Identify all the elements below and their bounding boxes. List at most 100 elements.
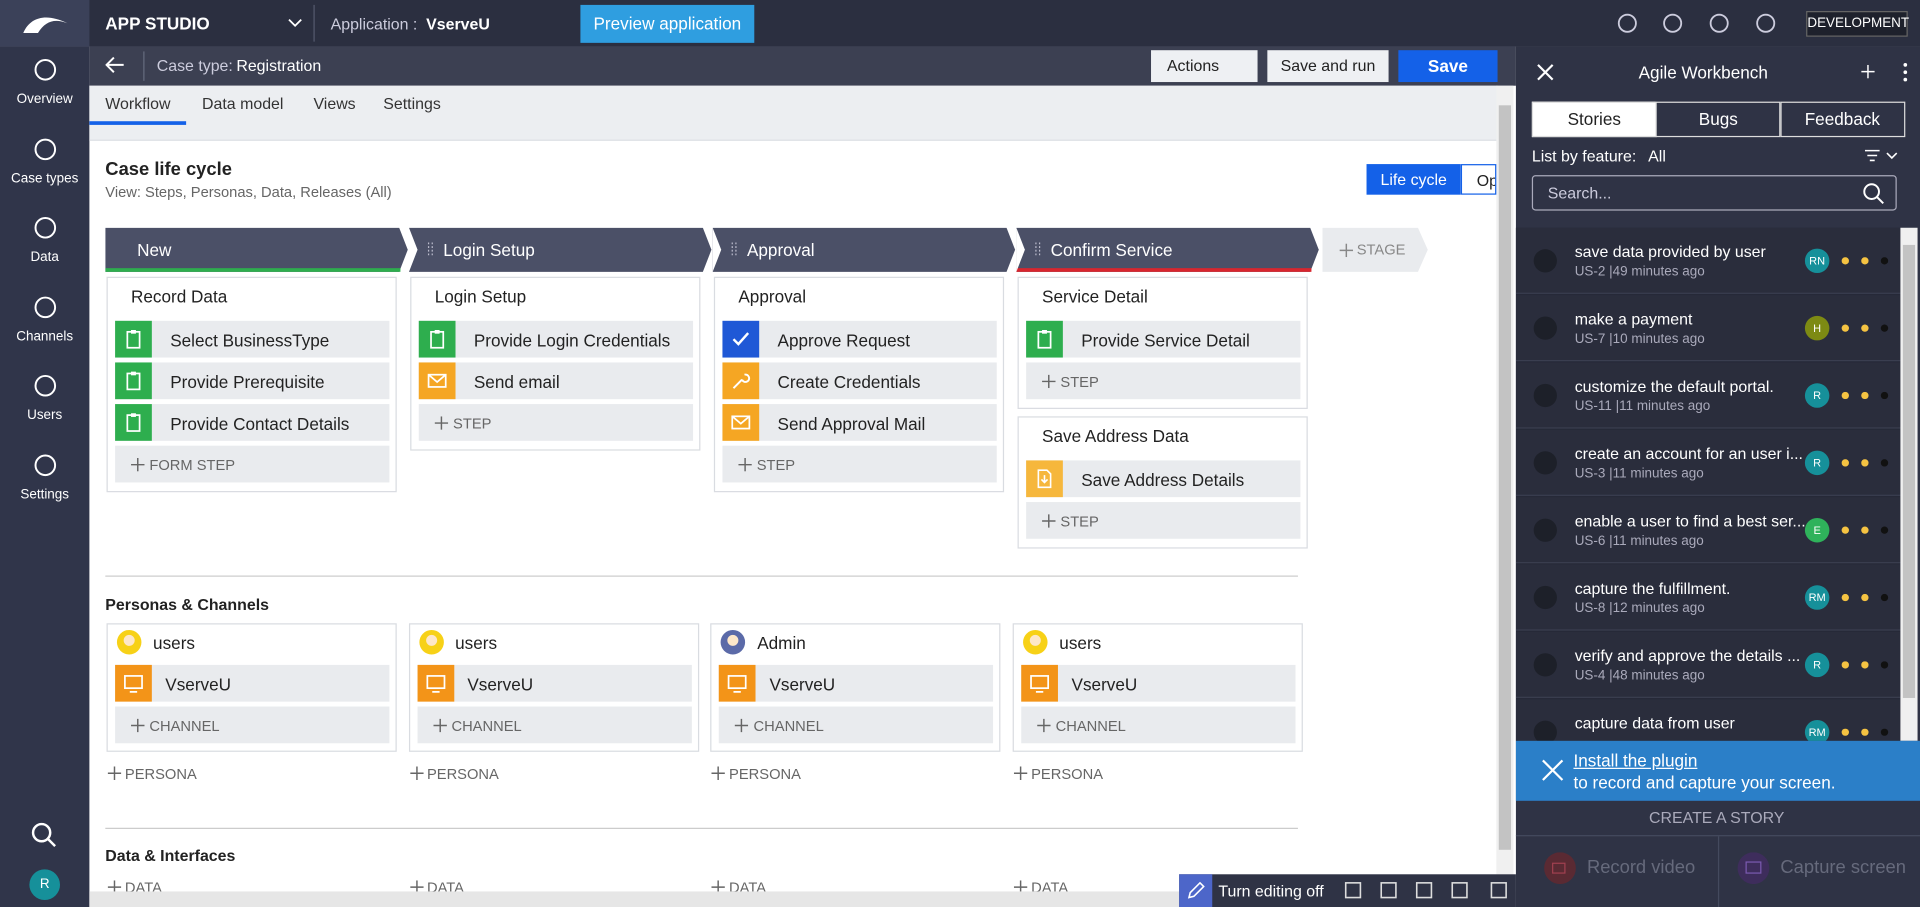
add-step[interactable]: STEP	[1026, 502, 1301, 539]
plugin-link[interactable]: Install the plugin	[1573, 750, 1698, 771]
tab[interactable]: Workflow	[105, 94, 171, 113]
toggle-lifecycle[interactable]: Life cycle	[1366, 164, 1461, 195]
top-icon	[1663, 13, 1683, 33]
add-persona[interactable]: PERSONA	[729, 765, 801, 783]
save-button[interactable]: Save	[1398, 50, 1498, 83]
tab[interactable]: Data model	[202, 94, 284, 113]
create-story[interactable]: CREATE A STORY	[1649, 808, 1785, 827]
step[interactable]: Send Approval Mail	[722, 404, 997, 441]
story-item[interactable]: capture the fulfillment. US-8 |12 minutes…	[1515, 564, 1901, 631]
story-item[interactable]: customize the default portal. US-11 |11 m…	[1515, 362, 1901, 429]
toolbar-icon	[1344, 882, 1362, 899]
process-name[interactable]: Service Detail	[1042, 286, 1148, 307]
stage-name[interactable]: New	[137, 240, 172, 260]
step-label: Send Approval Mail	[777, 413, 926, 434]
stage-name[interactable]: Login Setup	[443, 240, 535, 260]
add-stage[interactable]: STAGE	[1356, 241, 1406, 259]
add-channel[interactable]: CHANNEL	[417, 706, 692, 744]
story-item[interactable]: capture data from user RM	[1515, 699, 1901, 741]
add-step[interactable]: FORM STEP	[115, 445, 390, 483]
add-channel[interactable]: CHANNEL	[719, 706, 994, 744]
story-item[interactable]: make a payment US-7 |10 minutes ago H	[1515, 295, 1901, 362]
process-name[interactable]: Record Data	[131, 286, 228, 307]
workbench-tab[interactable]: Stories	[1531, 101, 1657, 138]
step[interactable]: Provide Service Detail	[1026, 320, 1301, 358]
toggle-other[interactable]: Op	[1460, 164, 1497, 195]
persona-card: users VserveU CHANNEL	[1012, 623, 1303, 752]
workbench-tab[interactable]: Feedback	[1779, 101, 1905, 138]
process-name[interactable]: Login Setup	[434, 286, 527, 307]
channel-icon	[417, 664, 454, 702]
step[interactable]: Provide Login Credentials	[418, 320, 694, 358]
persona-name[interactable]: Admin	[757, 633, 806, 653]
save-run-button[interactable]: Save and run	[1267, 50, 1389, 83]
tab[interactable]: Views	[313, 94, 356, 113]
add-channel-label: CHANNEL	[451, 717, 522, 735]
add-persona[interactable]: PERSONA	[426, 765, 499, 783]
add-step[interactable]: STEP	[418, 404, 694, 441]
filter-value[interactable]: All	[1648, 146, 1666, 166]
step[interactable]: Provide Prerequisite	[115, 362, 390, 400]
step[interactable]: Send email	[418, 362, 694, 400]
step[interactable]: Select BusinessType	[115, 320, 390, 358]
sidebar-item[interactable]: Channels	[16, 328, 74, 344]
story-item[interactable]: enable a user to find a best ser... US-6 …	[1515, 497, 1901, 564]
story-status	[1533, 249, 1557, 273]
record-icon	[1544, 852, 1576, 885]
sidebar-item[interactable]: Settings	[20, 486, 70, 502]
step-icon	[418, 320, 456, 358]
sidebar-item[interactable]: Users	[27, 407, 63, 423]
view-filter[interactable]: View: Steps, Personas, Data, Releases (A…	[105, 183, 392, 201]
workbench-tab[interactable]: Bugs	[1655, 101, 1781, 138]
actions-button[interactable]: Actions	[1151, 50, 1258, 83]
top-icon	[1709, 13, 1729, 33]
add-channel[interactable]: CHANNEL	[115, 706, 390, 744]
stage-name[interactable]: Approval	[746, 240, 815, 260]
search-placeholder: Search...	[1547, 183, 1612, 203]
stage-name[interactable]: Confirm Service	[1050, 240, 1173, 260]
edit-toggle[interactable]: Turn editing off	[1218, 881, 1324, 901]
top-icon	[1756, 13, 1776, 33]
scroll-thumb	[1498, 105, 1512, 850]
add-persona[interactable]: PERSONA	[124, 765, 197, 783]
sidebar-item[interactable]: Case types	[11, 170, 79, 186]
add-persona[interactable]: PERSONA	[1031, 765, 1103, 783]
persona-name[interactable]: users	[153, 633, 195, 653]
priority-dots	[1841, 593, 1889, 602]
story-status	[1533, 451, 1557, 475]
channel[interactable]: VserveU	[719, 664, 994, 702]
step[interactable]: Create Credentials	[722, 362, 997, 400]
process-name[interactable]: Approval	[738, 286, 807, 307]
capture-screen[interactable]: Capture screen	[1780, 857, 1906, 878]
search-box[interactable]: Search...	[1531, 175, 1897, 211]
story-avatar: R	[1804, 652, 1830, 678]
story-status	[1533, 653, 1557, 677]
sidebar-item[interactable]: Overview	[16, 91, 73, 107]
add-step[interactable]: STEP	[1026, 362, 1301, 400]
step[interactable]: Save Address Details	[1026, 460, 1301, 498]
persona-name[interactable]: users	[455, 633, 498, 653]
channel[interactable]: VserveU	[417, 664, 692, 702]
sidebar-item[interactable]: Data	[30, 249, 59, 265]
channel[interactable]: VserveU	[1021, 664, 1296, 702]
workbench-title: Agile Workbench	[1638, 62, 1768, 83]
step[interactable]: Provide Contact Details	[115, 404, 390, 441]
story-item[interactable]: save data provided by user US-2 |49 minut…	[1515, 227, 1901, 294]
glyph	[732, 332, 750, 346]
tab[interactable]: Settings	[383, 94, 441, 113]
process-name[interactable]: Save Address Data	[1042, 426, 1189, 446]
step-icon	[722, 404, 760, 441]
record-video[interactable]: Record video	[1586, 857, 1696, 878]
add-step[interactable]: STEP	[722, 445, 997, 483]
step[interactable]: Approve Request	[722, 320, 997, 358]
persona-name[interactable]: users	[1059, 633, 1102, 653]
step-icon	[722, 320, 760, 358]
story-item[interactable]: verify and approve the details ... US-4 |…	[1515, 631, 1901, 698]
story-item[interactable]: create an account for an user i... US-3 |…	[1515, 429, 1901, 496]
channel[interactable]: VserveU	[115, 664, 390, 702]
edit-icon[interactable]	[1179, 874, 1213, 907]
preview-button[interactable]: Preview application	[580, 4, 755, 43]
add-channel[interactable]: CHANNEL	[1021, 706, 1296, 744]
story-avatar: RN	[1804, 248, 1830, 274]
